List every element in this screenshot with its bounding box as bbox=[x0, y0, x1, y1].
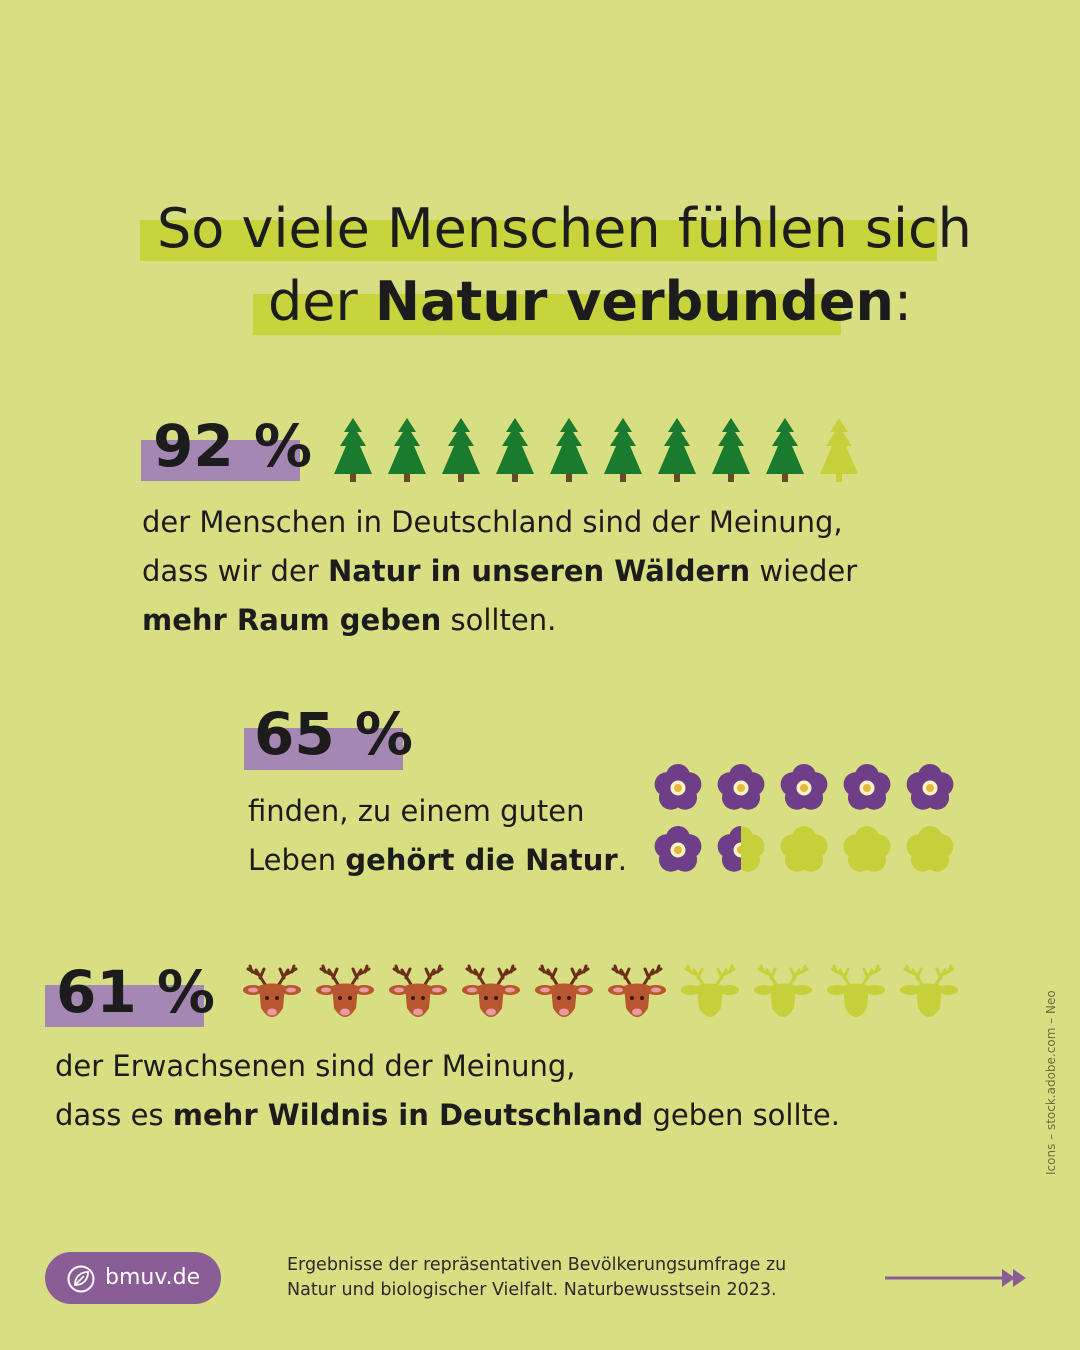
title-line-1: So viele Menschen fühlen sich bbox=[140, 197, 972, 261]
deer-mark bbox=[681, 964, 739, 1017]
deer-mark bbox=[900, 964, 958, 1017]
percent-highlight bbox=[45, 985, 204, 1027]
flower-mark bbox=[906, 826, 954, 872]
source-note: Ergebnisse der repräsentativen Bevölkeru… bbox=[287, 1255, 787, 1300]
tree-mark bbox=[604, 418, 642, 482]
icon-credit: Icons – stock.adobe.com – Neo bbox=[1044, 990, 1058, 1175]
deer-mark bbox=[608, 964, 666, 1017]
deer-mark bbox=[462, 964, 520, 1017]
flower-mark bbox=[717, 764, 765, 810]
title-line-2: der Natur verbunden: bbox=[253, 270, 912, 335]
tree-mark bbox=[550, 418, 588, 482]
flower-mark bbox=[906, 764, 954, 810]
tree-mark bbox=[442, 418, 480, 482]
title-text-1: So viele Menschen fühlen sich bbox=[157, 197, 972, 260]
tree-mark bbox=[766, 418, 804, 482]
tree-mark bbox=[712, 418, 750, 482]
title-highlight bbox=[253, 294, 841, 335]
percent-65: 65 % bbox=[254, 700, 414, 768]
tree-mark bbox=[388, 418, 426, 482]
wild-description: der Erwachsenen sind der Meinung, dass e… bbox=[55, 1049, 840, 1132]
bmuv-link-label[interactable]: bmuv.de bbox=[105, 1265, 201, 1290]
tree-mark bbox=[658, 418, 696, 482]
deer-mark bbox=[754, 964, 812, 1017]
tree-mark bbox=[820, 418, 858, 482]
percent-highlight bbox=[244, 728, 403, 770]
deer-pictogram bbox=[243, 964, 958, 1017]
tree-pictogram bbox=[334, 418, 858, 482]
flower-mark bbox=[843, 826, 891, 872]
deer-mark bbox=[316, 964, 374, 1017]
percent-highlight bbox=[141, 440, 300, 481]
flower-mark bbox=[654, 826, 702, 872]
flower-mark bbox=[717, 826, 765, 872]
deer-mark bbox=[389, 964, 447, 1017]
deer-mark bbox=[535, 964, 593, 1017]
next-arrow-icon[interactable] bbox=[885, 1268, 1030, 1288]
flower-mark bbox=[654, 764, 702, 810]
life-description: finden, zu einem guten Leben gehört die … bbox=[248, 794, 627, 877]
deer-mark bbox=[827, 964, 885, 1017]
tree-mark bbox=[334, 418, 372, 482]
title-emphasis: Natur verbunden bbox=[374, 270, 894, 333]
forest-description: der Menschen in Deutschland sind der Mei… bbox=[142, 505, 858, 637]
title-highlight bbox=[140, 220, 937, 261]
bmuv-link-button[interactable] bbox=[45, 1252, 221, 1304]
flower-pictogram bbox=[654, 764, 954, 872]
flower-mark bbox=[843, 764, 891, 810]
flower-mark bbox=[780, 764, 828, 810]
flower-mark bbox=[780, 826, 828, 872]
leaf-icon bbox=[67, 1265, 95, 1293]
percent-61: 61 % bbox=[56, 958, 216, 1026]
tree-mark bbox=[496, 418, 534, 482]
percent-92: 92 % bbox=[153, 412, 313, 480]
title-text-2: der bbox=[268, 270, 375, 333]
deer-mark bbox=[243, 964, 301, 1017]
